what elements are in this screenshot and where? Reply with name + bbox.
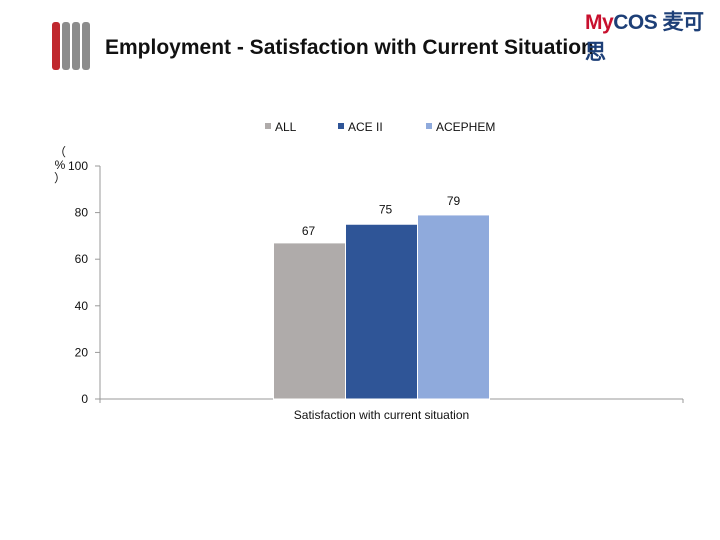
legend-label: ACE II [348,120,383,134]
x-axis: Satisfaction with current situation [99,398,684,422]
legend-label: ACEPHEM [436,120,495,134]
y-tick-label: 40 [75,299,89,313]
data-label: 67 [302,224,316,238]
y-tick-label: 80 [75,206,89,220]
decorative-bar-gray [62,22,70,70]
y-axis: 0 20 40 60 80 100（%） [54,145,101,406]
logo-wordmark: MyCOS 麦可思 [585,6,720,66]
bar-ace-ii [345,223,418,400]
brand-logo: MyCOS 麦可思 [585,6,720,64]
legend-swatch [338,123,344,129]
bar-acephem [417,214,490,400]
slide-title: Employment - Satisfaction with Current S… [105,36,594,59]
decorative-bar-red [52,22,60,70]
y-tick-label: 100 [68,159,88,173]
legend-swatch [426,123,432,129]
data-labels: 67 75 79 [302,194,461,238]
decorative-bar-gray [72,22,80,70]
legend-label: ALL [275,120,297,134]
logo-prefix: My [585,11,614,34]
decorative-bar-gray [82,22,90,70]
y-tick-label: 0 [81,392,88,406]
y-axis-label: （%） [54,145,66,185]
data-label: 79 [447,194,461,208]
data-label: 75 [379,202,393,216]
x-category-label: Satisfaction with current situation [294,408,469,422]
bar-series [273,214,490,400]
bar-all [273,242,346,400]
legend-swatch [265,123,271,129]
logo-cn: 麦可思 [585,11,704,64]
y-tick-label: 60 [75,252,89,266]
y-tick-label: 20 [75,345,89,359]
logo-suffix: COS [613,11,658,34]
chart-legend: ALL ACE II ACEPHEM [265,120,495,134]
